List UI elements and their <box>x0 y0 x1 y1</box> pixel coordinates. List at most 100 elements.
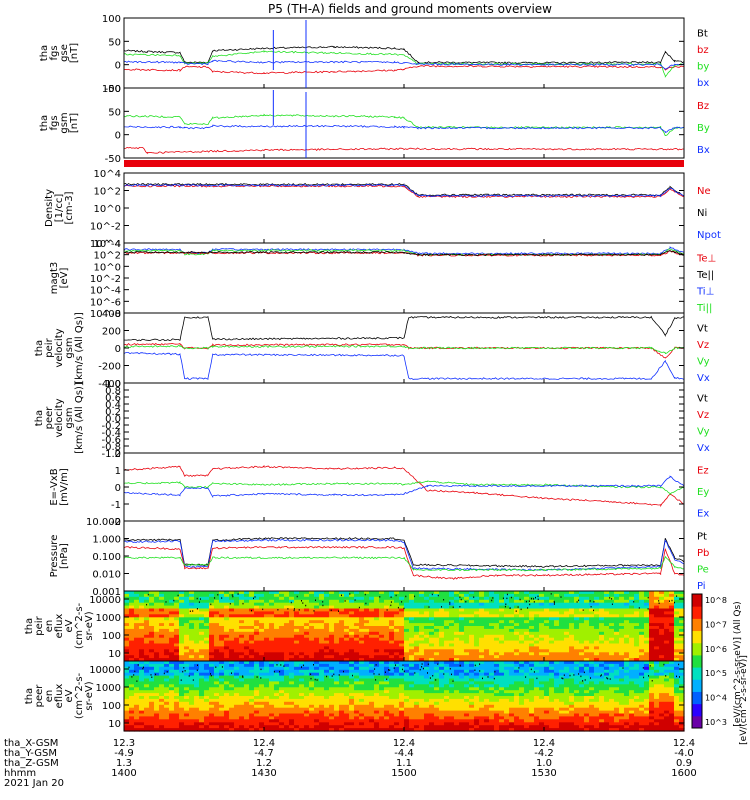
spectrogram-cell <box>329 593 335 598</box>
spectrogram-cell <box>414 710 420 715</box>
spectrogram-cell <box>304 628 310 633</box>
spectrogram-cell <box>249 643 255 647</box>
spectrogram-cell <box>639 628 645 633</box>
spectrogram-cell <box>304 608 310 612</box>
spectrogram-cell <box>424 623 430 627</box>
spectrogram-cell <box>504 623 510 627</box>
spectrogram-cell <box>354 722 360 726</box>
noise-dot <box>537 598 539 601</box>
spectrogram-cell <box>454 611 460 615</box>
spectrogram-cell <box>469 728 475 732</box>
spectrogram-cell <box>169 649 175 653</box>
spectrogram-cell <box>459 716 465 720</box>
spectrogram-cell <box>424 661 430 665</box>
spectrogram-cell <box>514 611 520 615</box>
spectrogram-cell <box>344 725 350 729</box>
spectrogram-cell <box>379 698 385 703</box>
spectrogram-cell <box>534 626 540 630</box>
spectrogram-cell <box>449 617 455 621</box>
spectrogram-cell <box>504 617 510 621</box>
spectrogram-cell <box>309 684 315 688</box>
spectrogram-cell <box>214 713 220 717</box>
spectrogram-cell <box>279 655 285 659</box>
spectrogram-cell <box>234 658 240 662</box>
spectrogram-cell <box>219 599 225 604</box>
spectrogram-cell <box>454 608 460 612</box>
spectrogram-cell <box>194 672 200 677</box>
spectrogram-cell <box>654 608 660 612</box>
spectrogram-cell <box>529 623 535 627</box>
spectrogram-cell <box>284 710 290 715</box>
spectrogram-cell <box>494 620 500 624</box>
spectrogram-cell <box>619 599 625 604</box>
spectrogram-cell <box>424 716 430 720</box>
spectrogram-cell <box>349 634 355 639</box>
spectrogram-cell <box>334 634 340 639</box>
spectrogram-cell <box>404 725 410 729</box>
spectrogram-cell <box>209 602 215 607</box>
spectrogram-cell <box>414 704 420 709</box>
spectrogram-cell <box>619 593 625 598</box>
spectrogram-cell <box>204 698 210 703</box>
spectrogram-cell <box>199 693 205 697</box>
spectrogram-cell <box>504 591 510 595</box>
spectrogram-cell <box>199 684 205 688</box>
spectrogram-cell <box>474 669 480 674</box>
spectrogram-cell <box>649 634 655 639</box>
spectrogram-cell <box>359 713 365 717</box>
spectrogram-cell <box>449 631 455 636</box>
spectrogram-cell <box>574 652 580 656</box>
spectrogram-cell <box>599 617 605 621</box>
spectrogram-cell <box>419 719 425 723</box>
spectrogram-cell <box>369 684 375 688</box>
spectrogram-cell <box>269 713 275 717</box>
spectrogram-cell <box>329 614 335 618</box>
spectrogram-cell <box>189 666 195 671</box>
spectrogram-cell <box>254 626 260 630</box>
spectrogram-cell <box>514 658 520 662</box>
spectrogram-cell <box>349 672 355 677</box>
spectrogram-cell <box>514 626 520 630</box>
spectrogram-cell <box>349 698 355 703</box>
spectrogram-cell <box>174 690 180 694</box>
spectrogram-cell <box>629 655 635 659</box>
spectrogram-cell <box>519 593 525 598</box>
spectrogram-cell <box>349 658 355 662</box>
spectrogram-cell <box>359 646 365 650</box>
spectrogram-cell <box>279 605 285 610</box>
spectrogram-cell <box>364 652 370 656</box>
spectrogram-cell <box>489 655 495 659</box>
spectrogram-cell <box>179 593 185 598</box>
spectrogram-cell <box>124 620 130 624</box>
spectrogram-cell <box>279 620 285 624</box>
spectrogram-cell <box>209 620 215 624</box>
spectrogram-cell <box>309 602 315 607</box>
spectrogram-cell <box>209 698 215 703</box>
spectrogram-cell <box>334 704 340 709</box>
spectrogram-cell <box>334 728 340 732</box>
spectrogram-cell <box>314 649 320 653</box>
noise-dot <box>460 598 462 601</box>
spectrogram-cell <box>434 643 440 647</box>
spectrogram-cell <box>479 602 485 607</box>
spectrogram-cell <box>284 722 290 726</box>
spectrogram-cell <box>424 713 430 717</box>
spectrogram-cell <box>309 713 315 717</box>
spectrogram-cell <box>499 634 505 639</box>
spectrogram-cell <box>329 696 335 700</box>
spectrogram-cell <box>364 637 370 642</box>
spectrogram-cell <box>409 684 415 688</box>
spectrogram-cell <box>579 646 585 650</box>
spectrogram-cell <box>194 661 200 665</box>
spectrogram-cell <box>524 617 530 621</box>
ytick-label: 10^-6 <box>90 297 121 308</box>
spectrogram-cell <box>219 701 225 706</box>
spectrogram-cell <box>659 634 665 639</box>
spectrogram-cell <box>234 655 240 659</box>
spectrogram-cell <box>239 710 245 715</box>
spectrogram-cell <box>334 620 340 624</box>
ytick-label: 1.0 <box>105 379 121 390</box>
spectrogram-cell <box>209 652 215 656</box>
spectrogram-cell <box>189 672 195 677</box>
spectrogram-cell <box>204 591 210 595</box>
